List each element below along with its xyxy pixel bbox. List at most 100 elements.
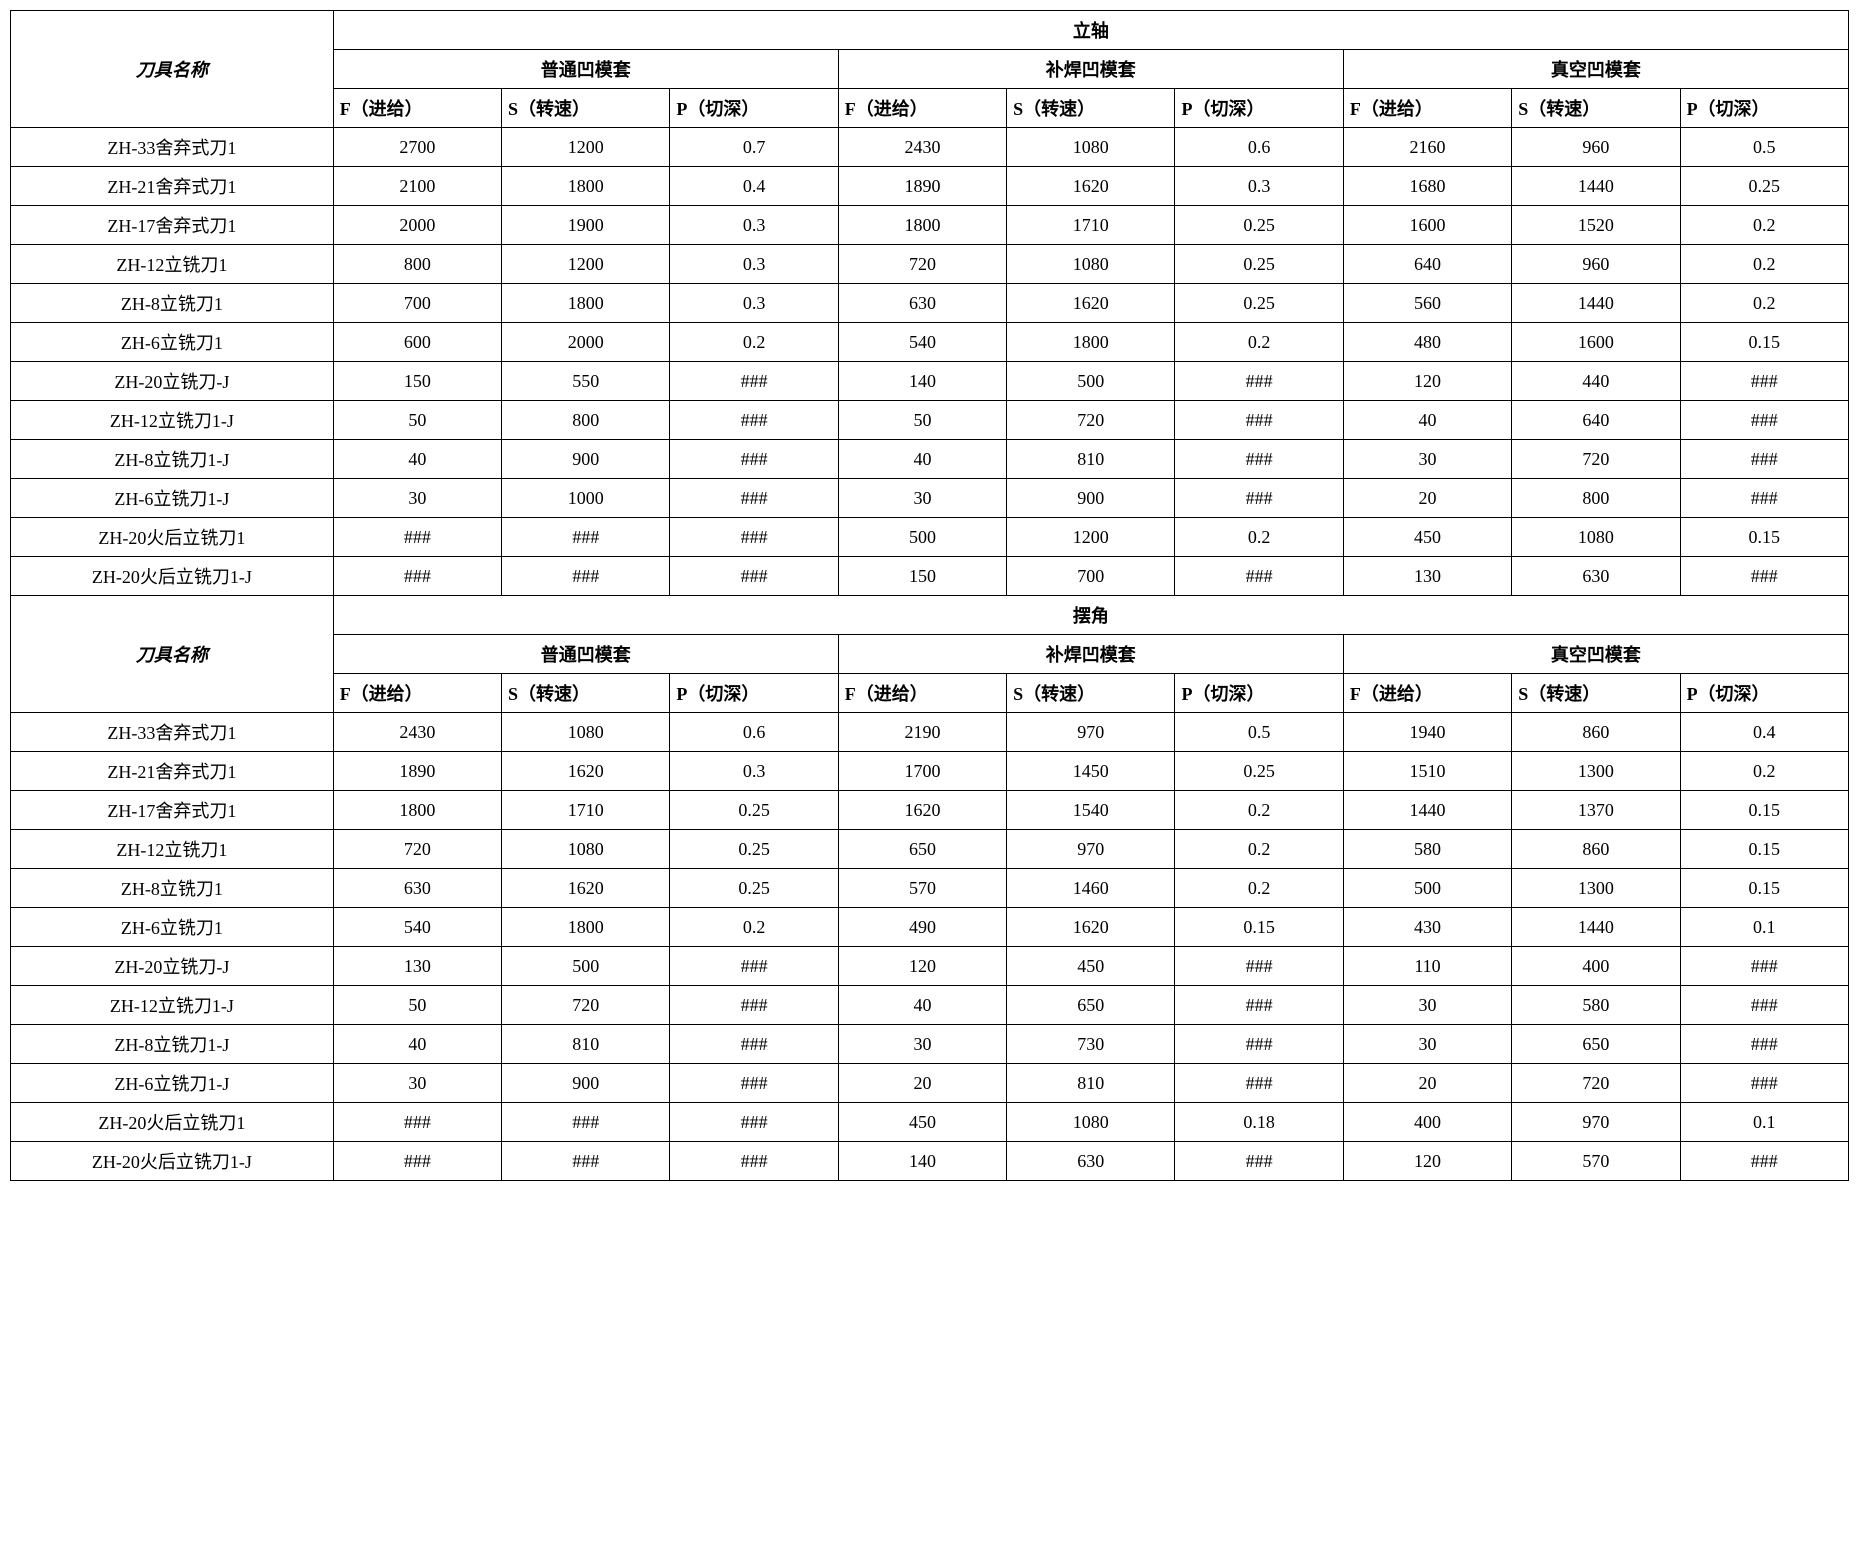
data-cell: ### [1175,986,1343,1025]
data-cell: 1460 [1007,869,1175,908]
data-cell: 1200 [1007,518,1175,557]
data-cell: 150 [838,557,1006,596]
data-cell: 1440 [1512,167,1680,206]
data-cell: 720 [1512,1064,1680,1103]
data-cell: 0.15 [1680,518,1848,557]
data-cell: 720 [1007,401,1175,440]
data-cell: 0.1 [1680,1103,1848,1142]
data-cell: 970 [1007,713,1175,752]
data-cell: 30 [838,1025,1006,1064]
data-cell: 0.1 [1680,908,1848,947]
data-cell: 1800 [1007,323,1175,362]
data-cell: 730 [1007,1025,1175,1064]
data-cell: 0.3 [670,245,838,284]
tool-name-cell: ZH-8立铣刀1 [11,284,334,323]
tool-name-cell: ZH-8立铣刀1-J [11,440,334,479]
data-cell: 960 [1512,128,1680,167]
data-cell: 650 [838,830,1006,869]
column-header: F（进给） [838,674,1006,713]
data-cell: 0.2 [1175,791,1343,830]
data-cell: ### [1680,362,1848,401]
data-cell: 960 [1512,245,1680,284]
data-cell: 140 [838,362,1006,401]
data-cell: 0.4 [1680,713,1848,752]
tool-name-cell: ZH-6立铣刀1-J [11,479,334,518]
data-cell: ### [1680,401,1848,440]
data-cell: 20 [838,1064,1006,1103]
data-cell: ### [333,557,501,596]
data-cell: 0.15 [1680,323,1848,362]
data-cell: 700 [1007,557,1175,596]
data-cell: 120 [838,947,1006,986]
data-cell: ### [1680,479,1848,518]
data-cell: 0.3 [670,752,838,791]
column-header: P（切深） [670,89,838,128]
data-cell: 0.25 [670,791,838,830]
data-cell: 2000 [502,323,670,362]
data-cell: 0.6 [670,713,838,752]
data-cell: 400 [1343,1103,1511,1142]
data-cell: 630 [333,869,501,908]
data-cell: 0.25 [1175,752,1343,791]
data-cell: ### [1175,1142,1343,1181]
data-cell: 0.2 [1175,323,1343,362]
data-cell: 1300 [1512,752,1680,791]
section-title: 立轴 [333,11,1848,50]
data-cell: ### [670,1142,838,1181]
data-cell: 1440 [1512,908,1680,947]
data-cell: 0.2 [1175,869,1343,908]
data-cell: 30 [1343,440,1511,479]
group-header: 普通凹模套 [333,50,838,89]
data-cell: 810 [1007,1064,1175,1103]
data-cell: 450 [1007,947,1175,986]
data-cell: ### [670,518,838,557]
data-cell: 1440 [1343,791,1511,830]
data-cell: 700 [333,284,501,323]
data-cell: ### [670,479,838,518]
data-cell: ### [1175,1025,1343,1064]
column-header: P（切深） [1175,674,1343,713]
column-header: F（进给） [333,89,501,128]
tool-name-cell: ZH-8立铣刀1-J [11,1025,334,1064]
data-cell: ### [1175,947,1343,986]
data-cell: 0.5 [1175,713,1343,752]
data-cell: ### [670,1025,838,1064]
data-cell: 630 [838,284,1006,323]
data-cell: 480 [1343,323,1511,362]
data-cell: 1370 [1512,791,1680,830]
tool-name-cell: ZH-6立铣刀1 [11,908,334,947]
data-cell: 900 [502,440,670,479]
data-cell: 0.25 [1175,284,1343,323]
data-cell: ### [670,947,838,986]
data-cell: ### [670,1064,838,1103]
data-cell: 0.3 [670,206,838,245]
data-cell: ### [333,1103,501,1142]
data-cell: 1900 [502,206,670,245]
data-cell: 1800 [502,908,670,947]
data-cell: ### [1680,947,1848,986]
data-cell: 1540 [1007,791,1175,830]
data-cell: ### [1680,1142,1848,1181]
column-header: S（转速） [1007,674,1175,713]
data-cell: 630 [1007,1142,1175,1181]
tool-name-cell: ZH-33舍弃式刀1 [11,128,334,167]
data-cell: ### [670,557,838,596]
data-cell: 130 [1343,557,1511,596]
data-cell: 440 [1512,362,1680,401]
tool-name-cell: ZH-6立铣刀1-J [11,1064,334,1103]
tool-name-cell: ZH-12立铣刀1 [11,245,334,284]
column-header: P（切深） [670,674,838,713]
data-cell: 1680 [1343,167,1511,206]
data-cell: 2190 [838,713,1006,752]
data-cell: 0.3 [670,284,838,323]
data-cell: 30 [333,1064,501,1103]
column-header: S（转速） [1512,674,1680,713]
tool-name-cell: ZH-20火后立铣刀1-J [11,557,334,596]
data-cell: 1200 [502,128,670,167]
data-cell: 2000 [333,206,501,245]
data-cell: 630 [1512,557,1680,596]
data-cell: 0.6 [1175,128,1343,167]
column-header: P（切深） [1175,89,1343,128]
data-cell: 720 [838,245,1006,284]
data-cell: 140 [838,1142,1006,1181]
